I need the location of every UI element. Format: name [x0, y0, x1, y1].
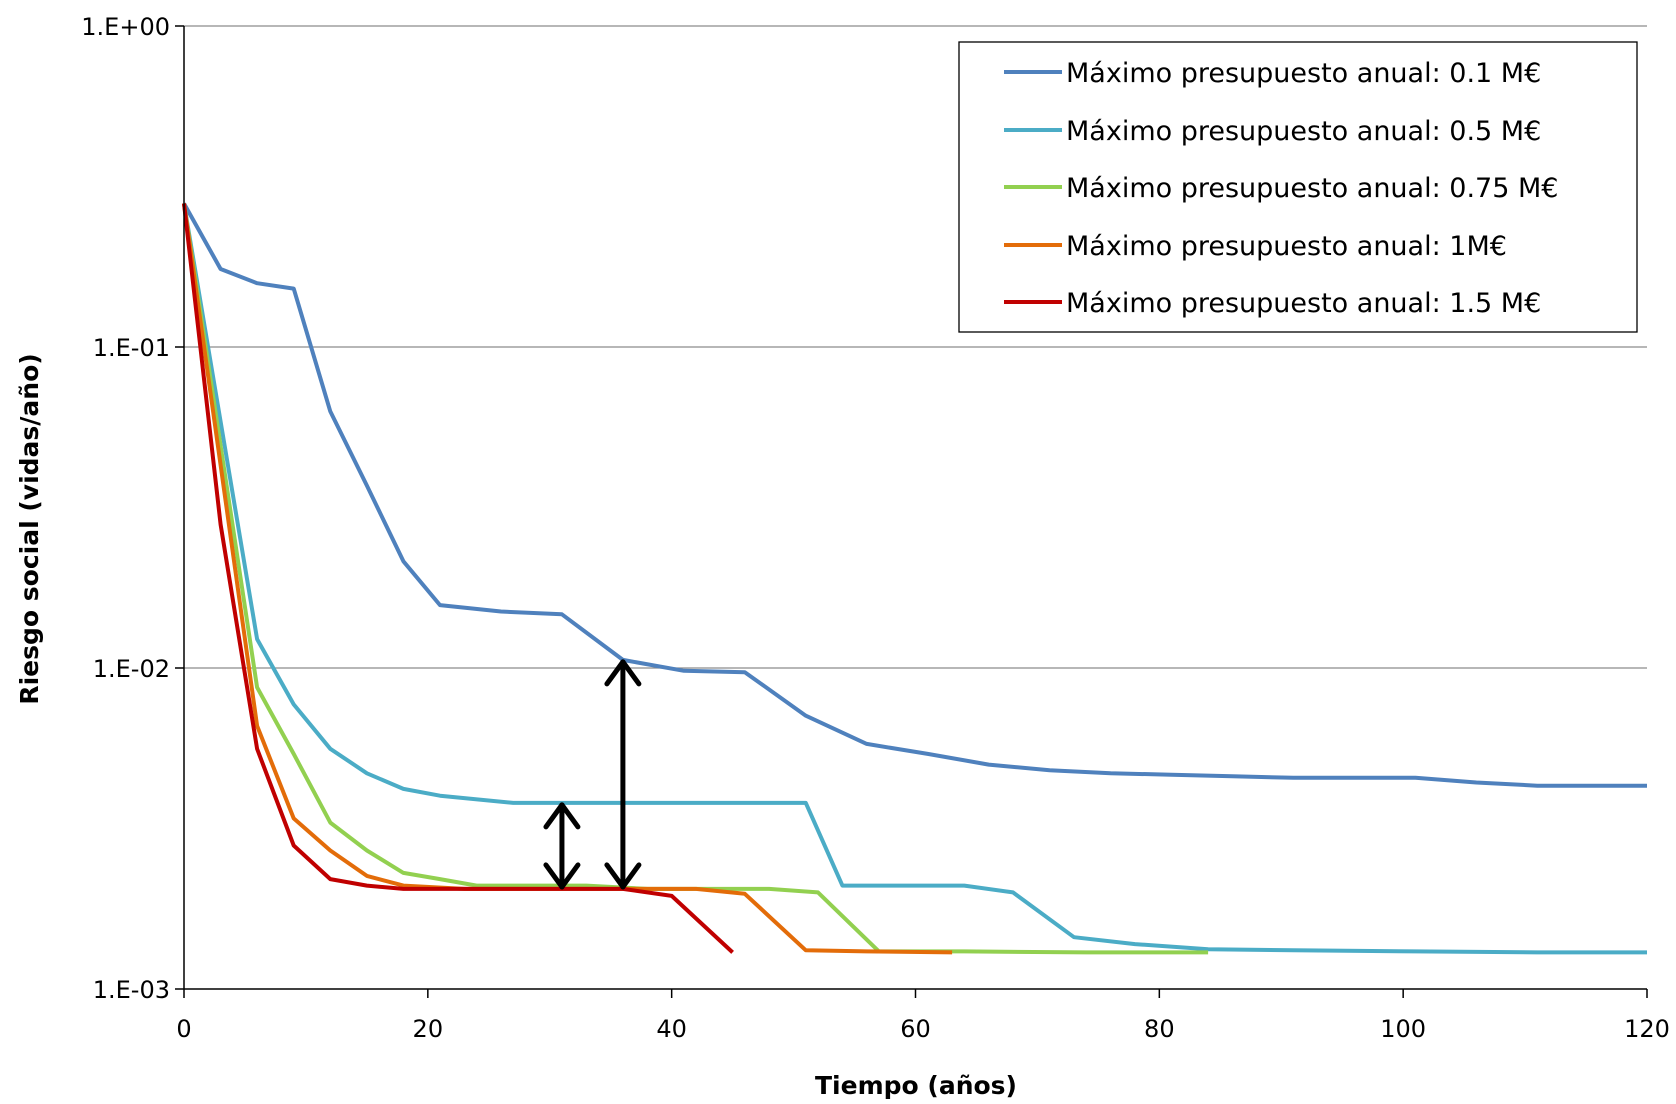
x-tick-label: 60 — [900, 1015, 931, 1043]
legend-label: Máximo presupuesto anual: 0.1 M€ — [1066, 58, 1541, 89]
legend-label: Máximo presupuesto anual: 1.5 M€ — [1066, 288, 1541, 319]
legend-label: Máximo presupuesto anual: 0.5 M€ — [1066, 116, 1541, 147]
axes: 1.E+00 1.E-01 1.E-02 1.E-030 20 40 60 80 100 120 — [81, 13, 1670, 1043]
x-tick-label: 120 — [1624, 1015, 1670, 1043]
series-line-5 — [182, 203, 734, 954]
gridlines — [184, 25, 1647, 669]
legend-item: Máximo presupuesto anual: 1.5 M€ — [1004, 288, 1541, 319]
annotation-arrows — [543, 659, 642, 890]
legend: Máximo presupuesto anual: 0.1 M€ Máximo … — [958, 41, 1638, 333]
double-arrow — [543, 802, 581, 890]
x-tick-label: 100 — [1380, 1015, 1426, 1043]
series-line-1 — [182, 202, 1647, 788]
legend-item: Máximo presupuesto anual: 0.1 M€ — [1004, 58, 1541, 89]
y-tick-label: 1.E-01 — [93, 334, 170, 362]
y-tick-label: 1.E-02 — [93, 655, 170, 683]
legend-box — [958, 41, 1638, 333]
series-line-4 — [182, 203, 953, 955]
legend-label: Máximo presupuesto anual: 1M€ — [1066, 231, 1507, 262]
series-lines — [182, 202, 1647, 955]
x-tick-label: 40 — [656, 1015, 687, 1043]
x-tick-label: 80 — [1144, 1015, 1175, 1043]
legend-item: Máximo presupuesto anual: 0.5 M€ — [1004, 116, 1541, 147]
y-axis-title: Riesgo social (vidas/año) — [15, 353, 44, 704]
series-line-2 — [182, 203, 1647, 955]
y-tick-label: 1.E+00 — [81, 13, 170, 41]
x-axis-title: Tiempo (años) — [815, 1071, 1017, 1100]
x-tick-label: 20 — [413, 1015, 444, 1043]
double-arrow — [604, 659, 642, 890]
legend-label: Máximo presupuesto anual: 0.75 M€ — [1066, 173, 1558, 204]
y-tick-label: 1.E-03 — [93, 976, 170, 1004]
legend-item: Máximo presupuesto anual: 0.75 M€ — [1004, 173, 1558, 204]
x-tick-label: 0 — [176, 1015, 191, 1043]
legend-item: Máximo presupuesto anual: 1M€ — [1004, 231, 1507, 262]
